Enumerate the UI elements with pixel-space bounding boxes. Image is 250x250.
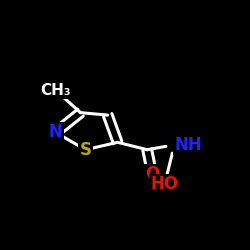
Text: HO: HO bbox=[150, 175, 178, 193]
Text: O: O bbox=[145, 166, 159, 184]
Text: NH: NH bbox=[174, 136, 202, 154]
Text: N: N bbox=[49, 124, 63, 142]
Text: S: S bbox=[80, 141, 92, 159]
Text: CH₃: CH₃ bbox=[40, 83, 71, 98]
